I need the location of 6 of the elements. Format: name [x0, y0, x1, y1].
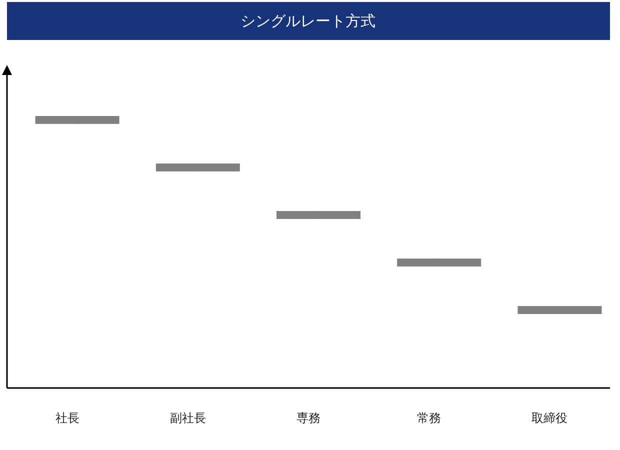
x-tick-label: 取締役 — [532, 411, 568, 425]
x-tick-label: 専務 — [296, 411, 320, 425]
x-tick-label: 副社長 — [170, 411, 206, 425]
x-tick-label: 常務 — [417, 411, 442, 425]
chart-title: シングルレート方式 — [240, 12, 376, 30]
x-tick-label: 社長 — [55, 411, 80, 425]
